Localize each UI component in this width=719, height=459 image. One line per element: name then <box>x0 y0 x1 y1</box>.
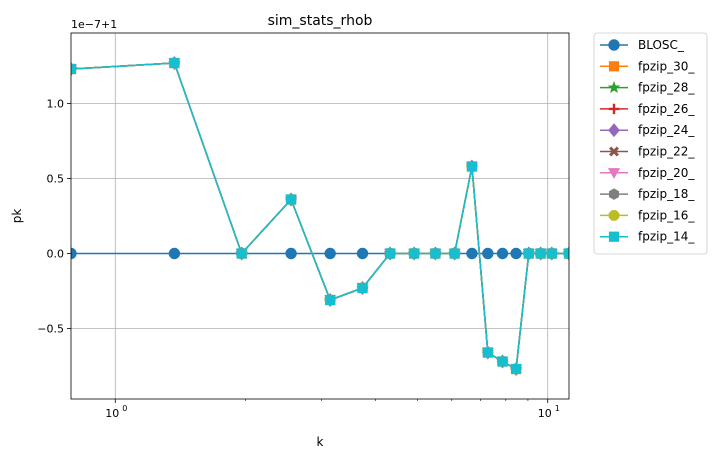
data-point <box>285 247 297 260</box>
data-point <box>325 294 336 306</box>
data-point <box>510 363 522 375</box>
data-point <box>357 282 368 294</box>
y-tick-label: 0.5 <box>47 173 65 186</box>
y-axis-label: pk <box>10 209 24 224</box>
data-point <box>563 248 569 259</box>
legend-label: BLOSC_ <box>638 38 685 52</box>
data-point <box>535 248 546 259</box>
legend-marker <box>608 123 620 138</box>
legend-label: fpzip_20_ <box>638 166 695 180</box>
legend-marker <box>608 39 620 51</box>
x-axis-ticks: 10 0 10 1 <box>105 399 560 420</box>
legend-entry: fpzip_16_ <box>600 208 695 222</box>
data-point <box>324 247 336 260</box>
data-point <box>430 248 441 259</box>
y-tick-label: −0.5 <box>37 323 64 336</box>
legend-entry: fpzip_26_ <box>600 102 695 116</box>
data-point <box>497 356 508 367</box>
legend-marker <box>608 231 620 242</box>
y-tick-label: 1.0 <box>47 98 65 111</box>
data-point <box>409 248 420 259</box>
legend-marker <box>607 168 621 180</box>
legend-marker <box>608 61 620 72</box>
y-tick-label: 0.0 <box>47 248 65 261</box>
series-fpzip-14 <box>71 57 569 375</box>
legend-label: fpzip_28_ <box>638 81 695 95</box>
data-point <box>466 247 478 260</box>
x-tick-label: 10 <box>105 407 119 420</box>
plot-frame <box>70 32 570 400</box>
legend-marker <box>609 188 619 200</box>
legend-marker <box>608 103 620 115</box>
series-layer <box>71 56 569 376</box>
x-tick-exponent: 0 <box>122 404 127 413</box>
data-point <box>356 247 369 260</box>
data-point <box>236 248 247 259</box>
x-tick-exponent: 1 <box>555 404 560 413</box>
data-point <box>285 194 297 205</box>
legend-label: fpzip_14_ <box>638 230 695 244</box>
legend-entry: fpzip_30_ <box>600 59 695 73</box>
chart-title: sim_stats_rhob <box>268 13 373 29</box>
data-point <box>496 247 509 260</box>
data-point <box>482 347 493 358</box>
legend-label: fpzip_30_ <box>638 59 695 73</box>
legend: BLOSC_ fpzip_30_ fpzip_28_ fpzip_26_ fpzip_2… <box>593 32 708 255</box>
legend-label: fpzip_16_ <box>638 208 695 222</box>
legend-entry: BLOSC_ <box>600 38 685 52</box>
legend-label: fpzip_26_ <box>638 102 695 116</box>
data-point <box>546 248 557 259</box>
legend-entry: fpzip_22_ <box>600 145 695 159</box>
legend-marker <box>608 210 620 221</box>
legend-label: fpzip_24_ <box>638 123 695 137</box>
data-point <box>466 161 478 172</box>
x-axis-label: k <box>317 435 324 449</box>
data-point <box>384 248 396 259</box>
legend-marker <box>607 80 621 93</box>
data-point <box>449 248 460 259</box>
x-tick-label: 10 <box>538 407 552 420</box>
legend-label: fpzip_18_ <box>638 187 695 201</box>
data-point <box>482 247 494 260</box>
y-axis-ticks: −0.5 0.0 0.5 1.0 <box>37 98 71 336</box>
legend-entry: fpzip_20_ <box>600 166 695 180</box>
legend-label: fpzip_22_ <box>638 145 695 159</box>
data-point <box>168 247 181 260</box>
y-offset-text: 1e−7+1 <box>71 18 117 31</box>
legend-entry: fpzip_24_ <box>600 123 695 137</box>
legend-marker <box>609 146 619 157</box>
data-point <box>523 248 534 259</box>
legend-entry: fpzip_18_ <box>600 187 695 201</box>
legend-entry: fpzip_14_ <box>600 230 695 244</box>
legend-entry: fpzip_28_ <box>600 81 695 95</box>
data-point <box>169 57 180 69</box>
data-point <box>510 247 522 260</box>
